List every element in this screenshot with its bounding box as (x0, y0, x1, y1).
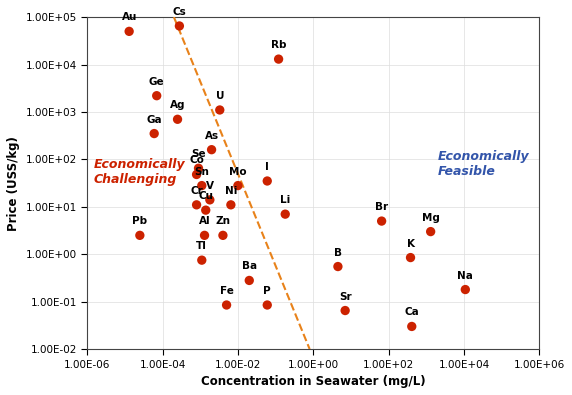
Point (215, 107, 224, 113)
Text: P: P (264, 286, 271, 296)
Text: Cr: Cr (190, 186, 203, 196)
Point (197, 257, 206, 263)
Point (175, 23, 184, 29)
Point (281, 211, 290, 217)
Text: Br: Br (375, 202, 388, 212)
Text: Na: Na (458, 271, 473, 280)
Text: Cu: Cu (198, 191, 213, 201)
Text: V: V (206, 181, 214, 191)
Text: Rb: Rb (271, 40, 287, 50)
Text: Fe: Fe (220, 286, 233, 296)
Point (200, 232, 209, 239)
Text: Sr: Sr (339, 292, 351, 301)
Point (377, 218, 386, 224)
Text: Ga: Ga (146, 115, 162, 124)
Text: Economically
Feasible: Economically Feasible (438, 150, 529, 178)
Text: As: As (205, 131, 219, 141)
Text: Tl: Tl (196, 241, 207, 251)
Point (274, 56, 283, 62)
Text: Pb: Pb (132, 216, 148, 226)
Text: Ni: Ni (225, 186, 237, 196)
Point (233, 182, 243, 189)
Point (194, 165, 203, 171)
Point (227, 202, 236, 208)
Text: Ge: Ge (149, 77, 165, 87)
Point (460, 286, 470, 293)
Point (207, 147, 216, 153)
Point (150, 130, 159, 137)
Point (152, 92, 161, 99)
Point (407, 323, 416, 329)
Point (219, 232, 228, 239)
Text: Ag: Ag (170, 100, 185, 110)
Text: Economically
Challenging: Economically Challenging (94, 158, 185, 186)
Point (222, 302, 231, 308)
Y-axis label: Price (USS/kg): Price (USS/kg) (7, 135, 20, 231)
Text: Mo: Mo (229, 167, 247, 177)
Text: Li: Li (280, 195, 291, 205)
Point (205, 197, 214, 203)
Text: Mg: Mg (422, 213, 440, 222)
Text: Au: Au (121, 12, 137, 23)
Text: U: U (216, 91, 224, 101)
Point (406, 254, 415, 261)
Point (192, 202, 201, 208)
Text: Ba: Ba (242, 261, 257, 271)
Text: I: I (265, 162, 269, 172)
Text: K: K (407, 239, 415, 248)
Point (263, 302, 272, 308)
Text: Co: Co (189, 156, 204, 166)
Text: B: B (334, 248, 342, 258)
Point (201, 207, 210, 213)
Point (426, 228, 435, 235)
Point (333, 263, 343, 270)
Text: Zn: Zn (216, 216, 231, 226)
Text: Cs: Cs (173, 7, 186, 17)
Point (263, 178, 272, 184)
Point (245, 277, 254, 284)
Point (197, 182, 206, 189)
Point (192, 171, 201, 178)
X-axis label: Concentration in Seawater (mg/L): Concentration in Seawater (mg/L) (201, 375, 426, 388)
Text: Se: Se (191, 149, 206, 159)
Point (173, 116, 182, 122)
Text: Sn: Sn (194, 167, 209, 177)
Text: Ca: Ca (404, 307, 419, 318)
Point (340, 307, 349, 314)
Point (135, 232, 144, 239)
Point (125, 28, 134, 34)
Text: Al: Al (198, 216, 210, 226)
